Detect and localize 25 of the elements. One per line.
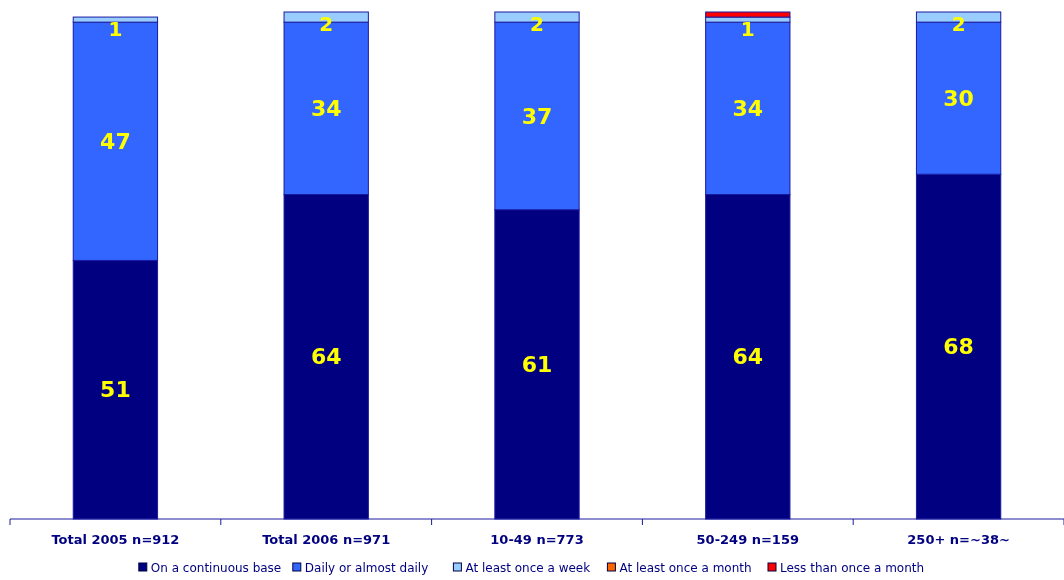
legend-label: At least once a month bbox=[619, 561, 752, 575]
data-label: 51 bbox=[100, 377, 131, 403]
x-tick-label: 50-249 n=159 bbox=[696, 532, 800, 547]
data-label: 61 bbox=[521, 352, 553, 378]
legend-label: Less than once a month bbox=[780, 561, 925, 575]
x-tick-label: Total 2005 n=912 bbox=[51, 532, 180, 547]
data-label: 34 bbox=[732, 96, 764, 122]
data-label: 34 bbox=[310, 96, 342, 122]
data-label: 64 bbox=[732, 344, 764, 370]
data-label: 47 bbox=[100, 128, 131, 154]
data-label: 2 bbox=[319, 12, 334, 36]
legend-label: At least once a week bbox=[465, 561, 591, 575]
data-label: 37 bbox=[521, 103, 553, 129]
legend-label: On a continuous base bbox=[150, 561, 282, 575]
data-label: 30 bbox=[943, 85, 974, 111]
data-label: 2 bbox=[530, 12, 544, 36]
data-label: 68 bbox=[943, 334, 974, 360]
data-label: 1 bbox=[108, 17, 123, 42]
x-tick-label: 250+ n=~38~ bbox=[907, 532, 1010, 547]
x-tick-label: 10-49 n=773 bbox=[490, 532, 584, 547]
data-label: 64 bbox=[310, 344, 342, 370]
data-label: 1 bbox=[740, 17, 755, 42]
x-tick-label: Total 2006 n=971 bbox=[262, 532, 391, 547]
data-label: 2 bbox=[951, 12, 966, 36]
legend-label: Daily or almost daily bbox=[304, 561, 429, 575]
